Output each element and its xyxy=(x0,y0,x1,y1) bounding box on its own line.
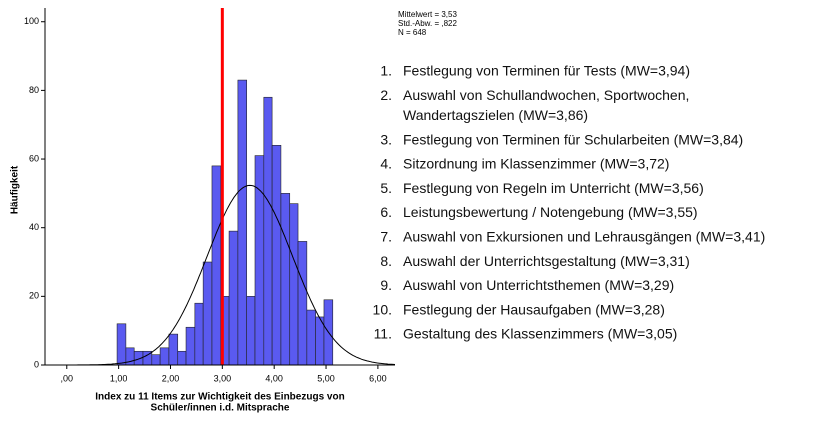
bar xyxy=(211,165,222,366)
list-number: 4. xyxy=(380,156,392,172)
y-tick-label: 0 xyxy=(34,359,39,369)
list-text: Sitzordnung im Klassenzimmer (MW=3,72) xyxy=(403,156,669,172)
list-number: 11. xyxy=(374,326,392,342)
bar xyxy=(194,302,204,366)
y-tick-label: 100 xyxy=(24,16,39,26)
bar xyxy=(202,261,213,366)
y-tick-label: 60 xyxy=(29,153,39,163)
bar xyxy=(306,309,316,366)
y-axis-label: Häufigkeit xyxy=(10,165,21,214)
list-number: 7. xyxy=(380,229,392,245)
annotation: N = 648 xyxy=(398,28,427,37)
annotation: Std.-Abw. = ,822 xyxy=(398,19,457,28)
x-tick-label: 3,00 xyxy=(214,373,232,383)
list-number: 3. xyxy=(380,131,392,147)
list-number: 8. xyxy=(380,253,392,269)
bar xyxy=(185,326,196,366)
x-axis-label: Schüler/innen i.d. Mitsprache xyxy=(151,403,290,414)
bar xyxy=(246,296,256,366)
bar xyxy=(116,323,127,366)
y-tick-label: 40 xyxy=(29,222,39,232)
list-text: Auswahl der Unterrichtsgestaltung (MW=3,… xyxy=(403,253,690,269)
bar xyxy=(177,350,187,366)
list-text: Auswahl von Schullandwochen, Sportwochen… xyxy=(403,87,689,103)
y-tick-label: 20 xyxy=(29,291,39,301)
bar xyxy=(237,79,248,366)
bar xyxy=(263,96,273,366)
bar xyxy=(280,193,291,366)
x-tick-label: 4,00 xyxy=(265,373,283,383)
bar xyxy=(168,333,179,366)
list-text: Gestaltung des Klassenzimmers (MW=3,05) xyxy=(403,326,677,342)
list-text: Festlegung von Terminen für Tests (MW=3,… xyxy=(403,63,690,79)
x-axis-label: Index zu 11 Items zur Wichtigkeit des Ei… xyxy=(95,392,344,403)
bar xyxy=(151,354,161,366)
list-text: Leistungsbewertung / Notengebung (MW=3,5… xyxy=(403,204,698,220)
bar xyxy=(289,203,299,366)
list-text: Festlegung von Terminen für Schularbeite… xyxy=(403,131,743,147)
x-tick-label: ,00 xyxy=(61,373,74,383)
list-text: Festlegung der Hausaufgaben (MW=3,28) xyxy=(403,301,665,317)
bar xyxy=(297,241,308,366)
list-number: 10. xyxy=(373,301,392,317)
x-tick-label: 5,00 xyxy=(317,373,335,383)
list-number: 9. xyxy=(380,277,392,293)
list-number: 6. xyxy=(380,204,392,220)
list-text: Festlegung von Regeln im Unterricht (MW=… xyxy=(403,180,704,196)
list-text: Auswahl von Unterrichtsthemen (MW=3,29) xyxy=(403,277,674,293)
list-number: 2. xyxy=(380,87,392,103)
list-number: 1. xyxy=(380,63,392,79)
bar xyxy=(159,347,170,366)
x-tick-label: 6,00 xyxy=(369,373,387,383)
list-text: Auswahl von Exkursionen und Lehrausgänge… xyxy=(403,229,765,245)
legend-box xyxy=(355,58,835,348)
list-number: 5. xyxy=(380,180,392,196)
y-tick-label: 80 xyxy=(29,85,39,95)
bar xyxy=(271,145,282,366)
bar xyxy=(228,230,239,366)
list-text: Wandertagszielen (MW=3,86) xyxy=(403,107,588,123)
x-tick-label: 1,00 xyxy=(110,373,128,383)
x-tick-label: 2,00 xyxy=(162,373,180,383)
annotation: Mittelwert = 3,53 xyxy=(398,10,457,19)
